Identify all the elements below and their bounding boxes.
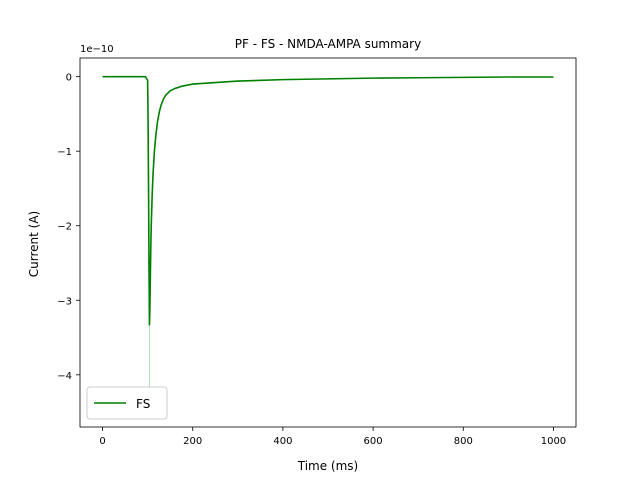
series-line-fs	[102, 75, 554, 326]
x-tick-label: 600	[364, 436, 383, 447]
y-axis-label: Current (A)	[27, 211, 41, 277]
y-tick-label: −4	[57, 371, 72, 382]
x-tick-label: 200	[183, 436, 202, 447]
y-tick-label: −3	[57, 296, 72, 307]
x-tick-label: 0	[99, 436, 105, 447]
y-tick-label: 0	[66, 73, 72, 84]
axes-frame	[79, 57, 577, 428]
y-offset-text: 1e−10	[80, 44, 114, 55]
chart-title: PF - FS - NMDA-AMPA summary	[235, 37, 421, 51]
legend: FS	[86, 386, 168, 420]
x-tick-label: 800	[454, 436, 473, 447]
y-tick-label: −1	[57, 147, 72, 158]
x-tick-label: 400	[273, 436, 292, 447]
legend-label-fs: FS	[136, 397, 150, 411]
legend-frame	[86, 386, 168, 420]
x-axis-label: Time (ms)	[297, 459, 359, 473]
axes: 0 200 400 600 800 1000 0 −1 −2 −3 −4	[57, 57, 577, 447]
y-tick-label: −2	[57, 222, 72, 233]
x-tick-label: 1000	[541, 436, 566, 447]
